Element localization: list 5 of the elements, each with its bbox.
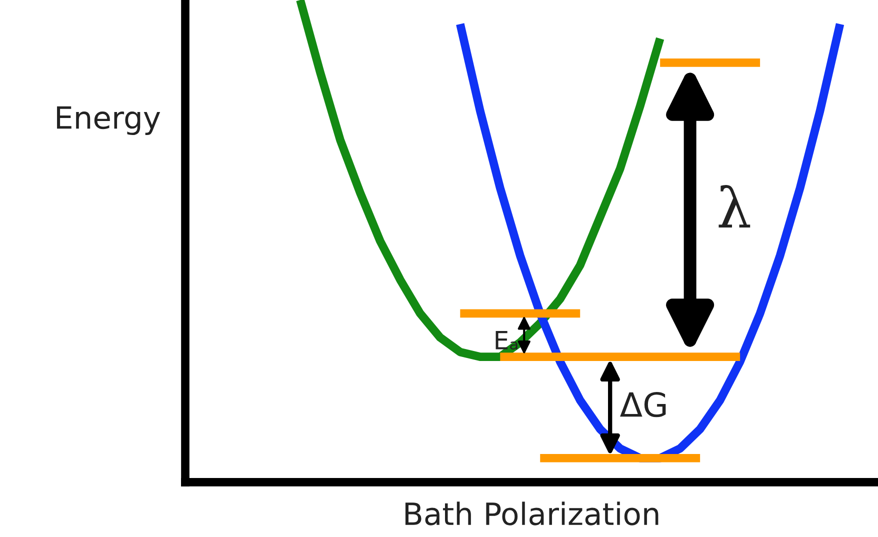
x-axis-title: Bath Polarization [405, 502, 658, 526]
annotation: ΔG [620, 392, 666, 418]
y-axis-title: Energy [57, 106, 160, 136]
annotation: Eₐ [496, 331, 518, 350]
annotation: λ [718, 185, 750, 228]
